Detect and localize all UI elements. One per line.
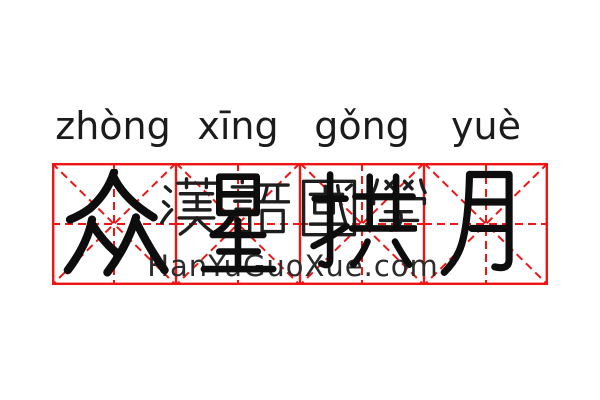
hanzi-yue-icon [440, 170, 513, 276]
pinyin-syllable-4: yuè [451, 104, 521, 148]
hanzi-yue-text: 月 [0, 0, 1, 1]
hanzi-zhong-text: 众 [0, 0, 1, 1]
hanzi-gong-icon [310, 171, 417, 269]
pinyin-syllable-2: xīng [197, 104, 279, 148]
watermark-domain-text: HanYuGuoXue.com [147, 249, 439, 283]
hanzi-xing-icon [200, 173, 277, 273]
watermark-char-han-icon [160, 177, 217, 236]
hanzi-xing-text: 星 [0, 0, 1, 1]
hanzi-zhong-icon [63, 169, 169, 277]
watermark-char-yu-icon [230, 176, 290, 234]
hanzi-gong-text: 拱 [0, 0, 1, 1]
pinyin-syllable-3: gǒng [314, 104, 410, 148]
pinyin-syllable-1: zhòng [55, 104, 171, 148]
